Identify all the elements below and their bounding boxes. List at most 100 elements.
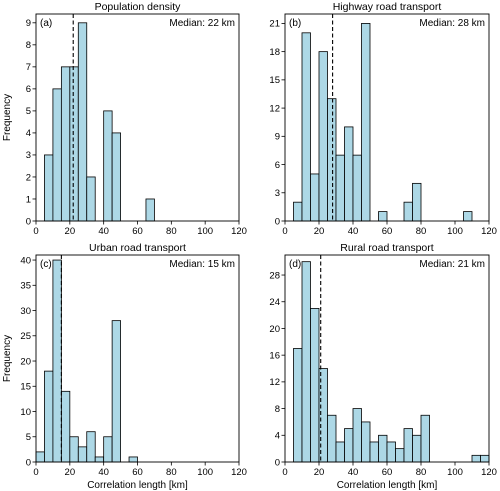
x-tick-label: 100 xyxy=(447,467,463,478)
histogram-bar xyxy=(412,182,422,222)
x-tick-label: 0 xyxy=(33,467,38,478)
x-tick-label: 100 xyxy=(447,226,463,237)
x-tick-label: 20 xyxy=(314,467,325,478)
panel-letter: (a) xyxy=(40,18,52,29)
x-tick-label: 40 xyxy=(98,226,109,237)
x-tick-label: 40 xyxy=(98,467,109,478)
x-tick-label: 80 xyxy=(166,467,177,478)
histogram-bar xyxy=(145,198,155,222)
histogram-bar xyxy=(293,348,303,463)
x-tick-label: 60 xyxy=(132,467,143,478)
y-tick-label: 10 xyxy=(20,407,31,418)
histogram-bar xyxy=(318,51,328,222)
histogram-bar xyxy=(69,436,79,463)
x-tick-label: 60 xyxy=(382,467,393,478)
y-tick-label: 20 xyxy=(269,324,280,335)
histogram-bar xyxy=(412,434,422,463)
y-tick-label: 15 xyxy=(269,75,280,86)
y-axis-label: Frequency xyxy=(2,335,13,382)
y-tick-label: 3 xyxy=(26,150,31,161)
histogram-bar xyxy=(335,441,345,463)
panel-letter: (b) xyxy=(289,18,301,29)
median-annotation: Median: 21 km xyxy=(419,259,485,270)
histogram-bar xyxy=(128,456,138,463)
y-tick-label: 20 xyxy=(20,356,31,367)
histogram-bar xyxy=(60,66,71,222)
histogram-bar xyxy=(480,454,490,463)
histogram-bar xyxy=(327,98,337,222)
histogram-bar xyxy=(301,32,311,222)
panel-letter: (d) xyxy=(289,259,301,270)
median-annotation: Median: 22 km xyxy=(169,18,235,29)
histogram-bar xyxy=(111,320,121,463)
x-tick-label: 80 xyxy=(416,467,427,478)
x-tick-label: 20 xyxy=(314,226,325,237)
y-tick-label: 24 xyxy=(269,297,280,308)
histogram-bar xyxy=(395,448,405,463)
y-tick-label: 0 xyxy=(275,457,280,468)
x-tick-label: 60 xyxy=(382,226,393,237)
histogram-bar xyxy=(344,428,354,463)
y-tick-label: 3 xyxy=(275,188,280,199)
x-tick-label: 100 xyxy=(197,226,213,237)
x-tick-label: 40 xyxy=(348,467,359,478)
histogram-bar xyxy=(44,370,54,463)
y-tick-label: 6 xyxy=(275,160,280,171)
histogram-bar xyxy=(60,390,71,463)
histogram-bar xyxy=(310,308,320,463)
y-tick-label: 12 xyxy=(269,103,280,114)
histogram-bar xyxy=(463,211,473,222)
histogram-bar xyxy=(352,408,362,463)
histogram-bar xyxy=(44,154,54,222)
x-tick-label: 80 xyxy=(416,226,427,237)
histogram-bar xyxy=(293,201,303,222)
histogram-bar xyxy=(369,441,379,463)
y-tick-label: 21 xyxy=(269,19,280,30)
histogram-bar xyxy=(386,441,396,463)
panel-title: Rural road transport xyxy=(340,242,433,254)
x-tick-label: 120 xyxy=(231,226,247,237)
panel-2: 0 20 40 60 80 100 120 0 3 6 9 12 15 18 21 Highway road … xyxy=(269,1,497,237)
y-tick-label: 4 xyxy=(26,128,31,139)
x-tick-label: 80 xyxy=(166,226,177,237)
histogram-bar xyxy=(352,154,362,222)
x-tick-label: 100 xyxy=(197,467,213,478)
histogram-bar xyxy=(403,201,413,222)
y-tick-label: 1 xyxy=(26,194,31,205)
x-axis-label: Correlation length [km] xyxy=(337,480,438,491)
y-tick-label: 5 xyxy=(26,106,31,117)
x-tick-label: 20 xyxy=(65,226,76,237)
histogram-bar xyxy=(301,261,311,463)
y-tick-label: 9 xyxy=(26,18,31,29)
histogram-bar xyxy=(378,434,388,463)
x-tick-label: 120 xyxy=(481,467,497,478)
x-tick-label: 60 xyxy=(132,226,143,237)
y-tick-label: 9 xyxy=(275,132,280,143)
histogram-bar xyxy=(86,431,96,463)
x-tick-label: 120 xyxy=(481,226,497,237)
y-tick-label: 4 xyxy=(275,431,280,442)
histogram-bar xyxy=(335,154,345,222)
median-annotation: Median: 15 km xyxy=(169,259,235,270)
histogram-bar xyxy=(103,436,113,463)
x-axis-label: Correlation length [km] xyxy=(87,480,188,491)
histogram-bar xyxy=(471,454,481,463)
histogram-bar xyxy=(69,66,79,222)
y-tick-label: 30 xyxy=(20,306,31,317)
y-tick-label: 40 xyxy=(20,255,31,266)
panel-title: Population density xyxy=(95,1,182,13)
histogram-bar xyxy=(361,421,371,463)
y-tick-label: 18 xyxy=(269,47,280,58)
x-tick-label: 0 xyxy=(282,226,287,237)
y-tick-label: 8 xyxy=(275,404,280,415)
y-tick-label: 25 xyxy=(20,331,31,342)
y-tick-label: 8 xyxy=(26,40,31,51)
histogram-bar xyxy=(52,259,62,463)
y-tick-label: 16 xyxy=(269,350,280,361)
y-tick-label: 12 xyxy=(269,377,280,388)
histogram-bar xyxy=(52,88,62,222)
y-tick-label: 0 xyxy=(26,457,31,468)
y-tick-label: 5 xyxy=(26,432,31,443)
histogram-bar xyxy=(318,368,328,463)
histogram-bar xyxy=(35,451,45,463)
